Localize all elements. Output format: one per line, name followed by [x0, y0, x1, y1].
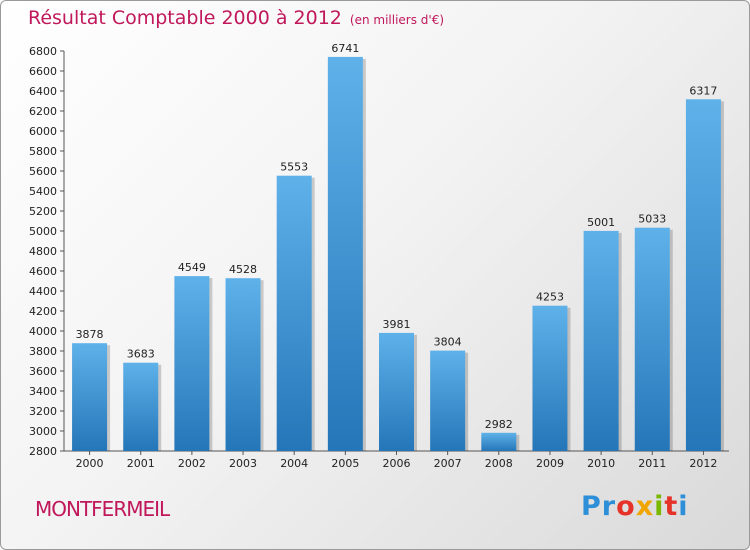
y-tick-label: 3600	[29, 365, 57, 378]
value-label-2000: 3878	[76, 328, 104, 341]
value-label-2005: 6741	[331, 42, 359, 55]
x-tick-label-2006: 2006	[383, 457, 411, 470]
x-tick-label-2005: 2005	[331, 457, 359, 470]
y-tick-label: 3000	[29, 425, 57, 438]
logo-letter: i	[678, 491, 689, 522]
y-tick-label: 6000	[29, 125, 57, 138]
logo-letter: t	[664, 491, 679, 522]
bar-2008	[481, 432, 517, 451]
logo-letter: i	[654, 491, 665, 522]
y-tick-label: 5200	[29, 205, 57, 218]
bar-2007	[430, 350, 466, 451]
bar-2003	[225, 278, 261, 451]
x-tick-label-2010: 2010	[587, 457, 615, 470]
chart-subtitle: (en milliers d'€)	[349, 13, 445, 27]
bar-2005	[327, 56, 363, 452]
logo-letter: P	[581, 491, 602, 522]
y-tick-label: 4600	[29, 265, 57, 278]
y-tick-label: 2800	[29, 445, 57, 458]
value-label-2006: 3981	[383, 318, 411, 331]
y-tick-label: 6600	[29, 65, 57, 78]
y-tick-label: 5400	[29, 185, 57, 198]
x-tick-label-2003: 2003	[229, 457, 257, 470]
y-tick-label: 3200	[29, 405, 57, 418]
value-label-2011: 5033	[638, 213, 666, 226]
y-tick-label: 4000	[29, 325, 57, 338]
bar-2004	[276, 175, 312, 451]
y-tick-label: 6400	[29, 85, 57, 98]
chart-title-text: Résultat Comptable 2000 à 2012	[28, 7, 342, 29]
bar-2012	[685, 99, 721, 452]
value-label-2001: 3683	[127, 348, 155, 361]
bar-2010	[583, 230, 619, 451]
logo-letter: o	[616, 491, 636, 522]
y-tick-label: 3400	[29, 385, 57, 398]
logo-letter: r	[601, 491, 617, 522]
x-tick-label-2011: 2011	[638, 457, 666, 470]
value-label-2010: 5001	[587, 216, 615, 229]
bar-2001	[123, 362, 159, 451]
y-tick-label: 6800	[29, 45, 57, 58]
proxiti-logo: Proxiti	[581, 491, 689, 522]
y-tick-label: 3800	[29, 345, 57, 358]
value-label-2007: 3804	[434, 336, 462, 349]
x-tick-label-2004: 2004	[280, 457, 308, 470]
x-tick-label-2000: 2000	[76, 457, 104, 470]
y-tick-label: 4800	[29, 245, 57, 258]
bar-2002	[174, 276, 210, 451]
value-label-2002: 4549	[178, 261, 206, 274]
x-tick-label-2007: 2007	[434, 457, 462, 470]
value-label-2004: 5553	[280, 161, 308, 174]
x-tick-label-2001: 2001	[127, 457, 155, 470]
x-tick-label-2008: 2008	[485, 457, 513, 470]
y-tick-label: 5000	[29, 225, 57, 238]
bar-2011	[634, 227, 670, 451]
y-tick-label: 5600	[29, 165, 57, 178]
city-name: MONTFERMEIL	[35, 497, 170, 521]
bar-2000	[72, 343, 108, 451]
y-tick-label: 4400	[29, 285, 57, 298]
value-label-2003: 4528	[229, 263, 257, 276]
y-tick-label: 6200	[29, 105, 57, 118]
x-tick-label-2009: 2009	[536, 457, 564, 470]
value-label-2009: 4253	[536, 291, 564, 304]
value-label-2008: 2982	[485, 418, 513, 431]
value-label-2012: 6317	[689, 84, 717, 97]
x-tick-label-2012: 2012	[689, 457, 717, 470]
bars	[72, 56, 724, 452]
chart-title: Résultat Comptable 2000 à 2012 (en millie…	[28, 7, 444, 29]
x-tick-label-2002: 2002	[178, 457, 206, 470]
y-tick-label: 4200	[29, 305, 57, 318]
logo-letter: x	[635, 491, 655, 522]
value-labels: 3878 3683 4549 4528 5553 6741 3981 3804 2982 4253…	[76, 42, 718, 431]
bar-2006	[379, 332, 414, 451]
bar-2009	[532, 305, 568, 451]
y-tick-label: 5800	[29, 145, 57, 158]
